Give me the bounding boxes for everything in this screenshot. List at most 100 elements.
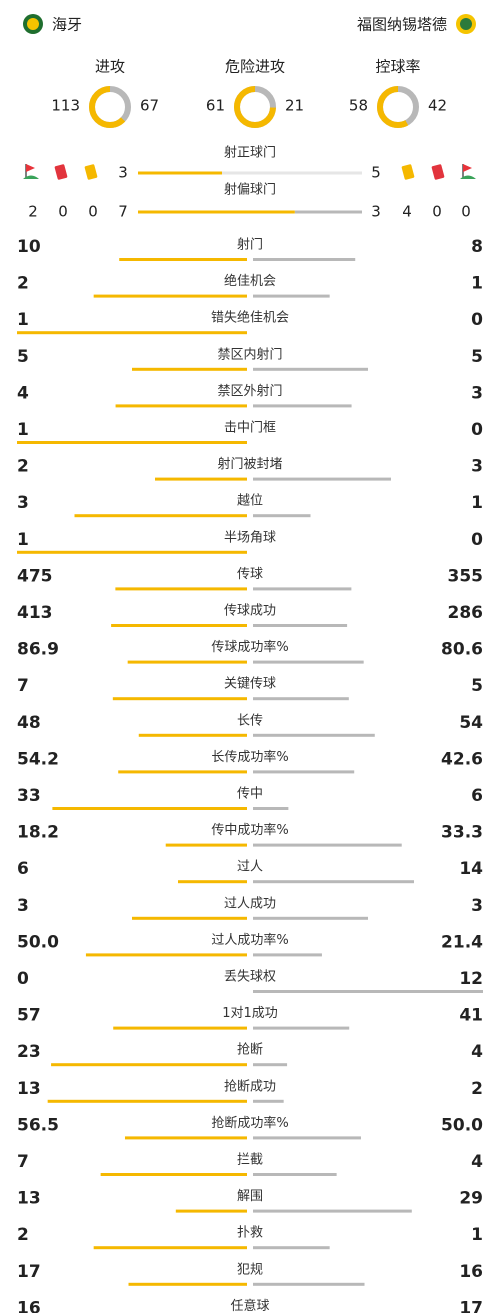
stat-home: 16 <box>17 1298 41 1313</box>
card <box>84 164 98 180</box>
away-bar <box>253 916 368 920</box>
stat-label: 扑救 <box>237 1225 263 1241</box>
away-bar <box>253 1063 288 1067</box>
stat-away: 2 <box>471 1079 483 1099</box>
stat-label: 禁区外射门 <box>217 383 282 399</box>
card <box>401 164 415 180</box>
stat-away: 80.6 <box>441 640 483 660</box>
corner-icon <box>23 164 39 179</box>
home-bar <box>100 1173 248 1176</box>
stat-home: 2 <box>17 457 29 477</box>
home-bar <box>115 587 247 591</box>
stat-home: 10 <box>17 237 41 257</box>
flag <box>463 164 472 172</box>
home-bar <box>165 843 247 847</box>
shots-home-bar <box>138 171 222 175</box>
home-bar <box>112 697 247 701</box>
home-bar <box>74 514 247 518</box>
stat-label: 传中 <box>237 787 263 802</box>
stat-home: 33 <box>17 786 41 806</box>
away-bar <box>253 1282 365 1286</box>
stat-label: 错失绝佳机会 <box>211 310 289 326</box>
stat-home: 48 <box>17 713 41 733</box>
summary-home: 113 <box>51 97 80 115</box>
stat-away: 54 <box>459 713 483 733</box>
away-bar <box>253 1209 412 1213</box>
stat-label: 过人 <box>237 860 263 875</box>
home-bar <box>111 624 247 627</box>
stat-away: 286 <box>448 603 484 623</box>
count: 0 <box>461 203 471 221</box>
stat-away: 41 <box>459 1006 483 1026</box>
away-bar <box>253 294 330 298</box>
stat-label: 1对1成功 <box>222 1006 278 1021</box>
stat-label: 传球成功 <box>224 604 276 619</box>
away-bar <box>253 1099 284 1103</box>
stat-away: 3 <box>471 383 483 403</box>
shots-label: 射偏球门 <box>224 182 276 198</box>
stat-label: 绝佳机会 <box>224 273 276 289</box>
home-bar <box>52 807 248 810</box>
stat-home: 475 <box>17 566 53 586</box>
home-bar <box>93 294 248 298</box>
stat-home: 57 <box>17 1006 41 1026</box>
stat-label: 过人成功率% <box>211 932 288 948</box>
stat-away: 17 <box>459 1298 483 1313</box>
stat-label: 长传成功率% <box>211 749 288 765</box>
stat-away: 12 <box>459 969 483 989</box>
stat-label: 解围 <box>237 1189 263 1204</box>
red-icon <box>431 164 445 180</box>
stat-home: 3 <box>17 896 29 916</box>
home-bar <box>17 550 247 554</box>
stat-home: 18.2 <box>17 823 59 843</box>
count: 4 <box>402 203 412 221</box>
home-bar <box>115 404 247 408</box>
stat-away: 0 <box>471 420 483 440</box>
stat-label: 半场角球 <box>224 530 276 545</box>
away-bar <box>253 807 289 810</box>
home-bar <box>47 1099 247 1103</box>
away-logo <box>456 14 476 34</box>
stat-away: 5 <box>471 676 483 696</box>
away-bar <box>253 953 322 957</box>
stat-away: 0 <box>471 530 483 550</box>
away-bar <box>253 587 352 591</box>
stat-away: 16 <box>459 1262 483 1282</box>
stat-away: 0 <box>471 310 483 330</box>
stat-home: 7 <box>17 676 29 696</box>
away-bar <box>253 697 349 701</box>
stat-home: 413 <box>17 603 53 623</box>
yellow-icon <box>401 164 415 180</box>
stat-label: 射门被封堵 <box>217 456 282 472</box>
count: 0 <box>432 203 442 221</box>
stat-home: 86.9 <box>17 640 59 660</box>
summary-label: 控球率 <box>375 58 420 76</box>
stat-label: 传中成功率% <box>211 822 288 838</box>
home-bar <box>132 916 247 920</box>
home-bar <box>155 477 247 481</box>
away-bar <box>253 1173 337 1176</box>
donut-home <box>377 86 419 128</box>
stat-home: 5 <box>17 347 29 367</box>
card <box>431 164 445 180</box>
stat-away: 1 <box>471 1225 483 1245</box>
card <box>54 164 68 180</box>
stat-away: 8 <box>471 237 483 257</box>
home-bar <box>93 1246 248 1250</box>
home-bar <box>17 331 247 335</box>
stat-home: 1 <box>17 310 29 330</box>
stat-away: 50.0 <box>441 1115 483 1135</box>
away-team: 福图纳锡塔德 <box>357 16 447 34</box>
summary-away: 42 <box>428 97 447 115</box>
stat-label: 犯规 <box>237 1262 263 1277</box>
stat-label: 越位 <box>237 494 263 509</box>
count: 2 <box>28 203 38 221</box>
home-bar <box>85 953 247 957</box>
summary-label: 进攻 <box>95 58 125 76</box>
stat-away: 14 <box>459 859 483 879</box>
stat-label: 过人成功 <box>224 896 276 911</box>
yellow-icon <box>84 164 98 180</box>
stat-home: 2 <box>17 274 29 294</box>
summary-away: 67 <box>140 97 159 115</box>
